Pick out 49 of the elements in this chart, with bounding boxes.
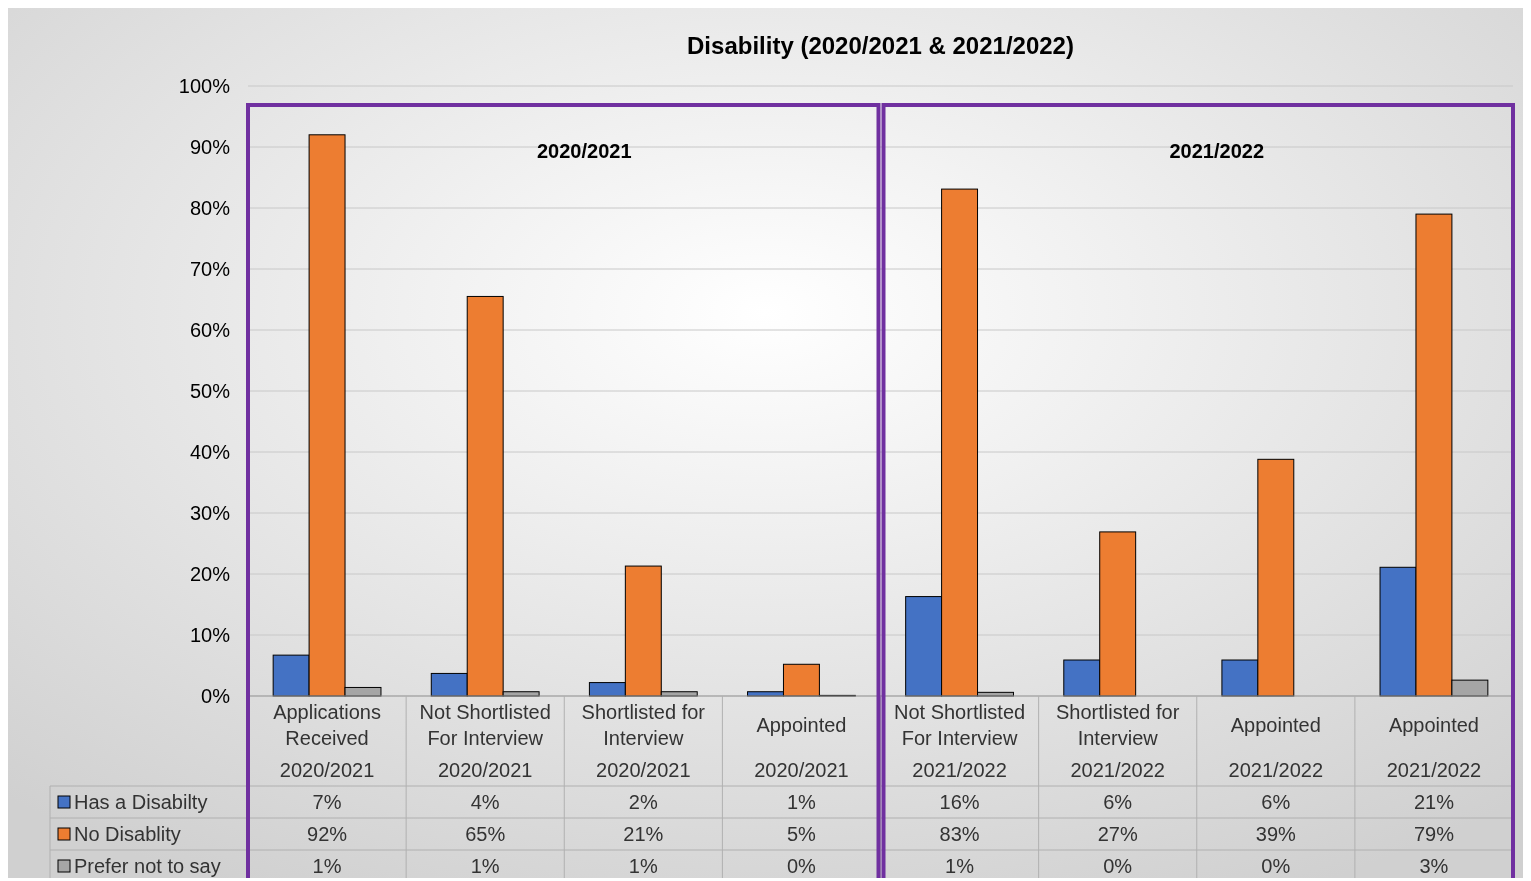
data-label: 39%: [1255, 823, 1297, 845]
legend-label: Prefer not to say: [74, 855, 221, 877]
y-tick-label: 50%: [189, 380, 231, 402]
data-label: 0%: [1261, 855, 1291, 877]
data-label: 1%: [312, 855, 342, 877]
y-tick-label: 60%: [189, 319, 231, 341]
x-tick-label: Shortlisted for Interview 2020/2021: [581, 701, 706, 781]
x-tick-label: Appointed 2020/2021: [754, 714, 849, 781]
data-label: 21%: [623, 823, 664, 845]
data-label: 0%: [1103, 855, 1133, 877]
data-label: 1%: [470, 855, 500, 877]
data-label: 92%: [307, 823, 348, 845]
x-tick-label: Not Shortlisted For Interview 2020/2021: [419, 701, 551, 781]
y-tick-label: 30%: [189, 502, 231, 524]
y-tick-label: 70%: [189, 258, 231, 280]
legend-label: No Disablity: [74, 823, 181, 845]
data-label: 5%: [786, 823, 817, 845]
y-tick-label: 100%: [178, 75, 231, 97]
data-label: 6%: [1261, 791, 1291, 813]
data-label: 27%: [1097, 823, 1138, 845]
y-tick-label: 80%: [189, 197, 231, 219]
data-label: 1%: [945, 855, 975, 877]
data-label: 1%: [786, 791, 817, 813]
data-label: 1%: [628, 855, 658, 877]
y-tick-label: 90%: [189, 136, 231, 158]
data-label: 4%: [470, 791, 500, 813]
x-tick-label: Appointed 2021/2022: [1228, 714, 1324, 781]
x-tick-label: Not Shortlisted For Interview 2021/2022: [893, 701, 1026, 781]
data-label: 16%: [939, 791, 980, 813]
data-label: 65%: [465, 823, 506, 845]
data-label: 83%: [939, 823, 980, 845]
data-label: 7%: [312, 791, 342, 813]
y-tick-label: 10%: [189, 624, 231, 646]
data-label: 3%: [1419, 855, 1449, 877]
data-label: 6%: [1103, 791, 1133, 813]
data-label: 0%: [786, 855, 817, 877]
legend-label: Has a Disabilty: [74, 791, 208, 813]
y-tick-label: 20%: [189, 563, 231, 585]
chart-title: Disability (2020/2021 & 2021/2022): [687, 32, 1074, 59]
y-tick-label: 40%: [189, 441, 231, 463]
x-tick-label: Shortlisted for Interview 2021/2022: [1055, 701, 1180, 781]
data-label: 79%: [1413, 823, 1455, 845]
y-tick-label: 0%: [201, 685, 231, 707]
x-tick-label: Applications Received 2020/2021: [273, 701, 381, 781]
x-tick-label: Appointed 2021/2022: [1386, 714, 1482, 781]
data-label: 2%: [628, 791, 658, 813]
data-label: 21%: [1413, 791, 1455, 813]
annotation: 2021/2022: [1169, 140, 1265, 162]
annotation: 2020/2021: [536, 140, 632, 162]
